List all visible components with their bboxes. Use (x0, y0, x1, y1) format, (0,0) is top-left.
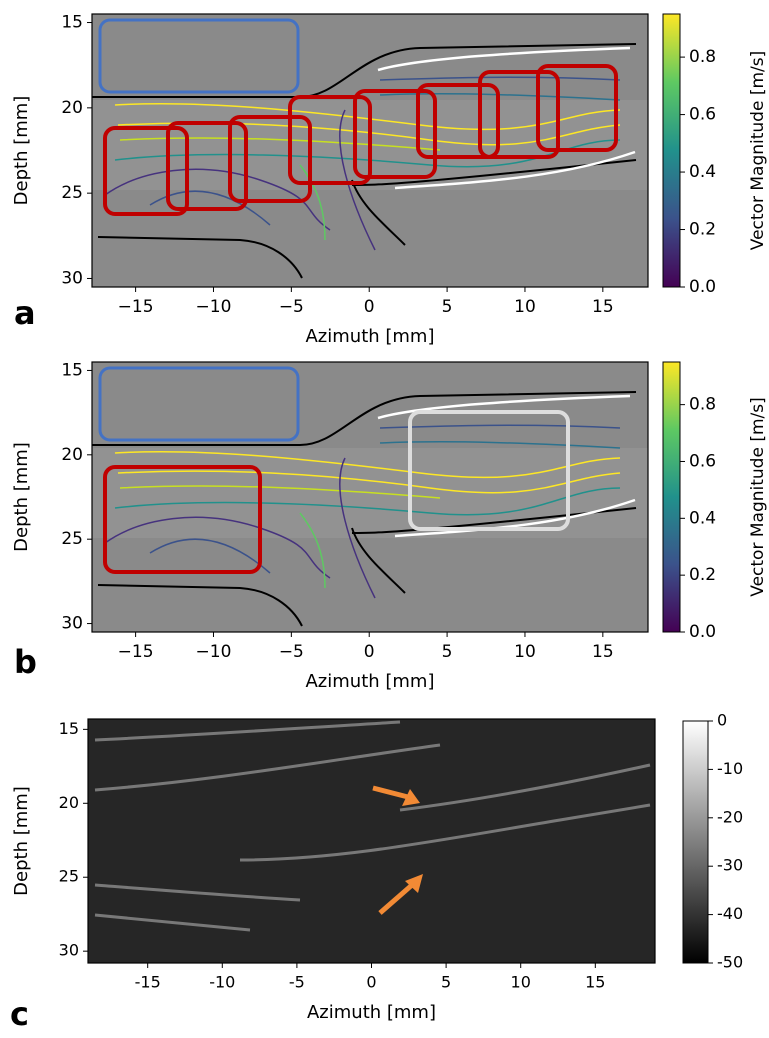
x-axis-label: Azimuth [mm] (307, 1002, 436, 1023)
y-tick-label: 25 (61, 183, 83, 203)
x-tick-label: 10 (514, 642, 536, 662)
colorbar-tick-label: -30 (717, 856, 743, 875)
y-tick-label: 20 (59, 793, 79, 812)
y-tick-label: 15 (61, 360, 83, 380)
y-tick-label: 30 (61, 614, 83, 634)
colorbar (682, 720, 709, 964)
y-tick-label: 15 (59, 719, 79, 738)
x-tick-label: 0 (366, 973, 376, 992)
y-axis-label: Depth [mm] (11, 96, 32, 206)
y-tick-label: 30 (61, 268, 83, 288)
colorbar-tick-label: -50 (717, 953, 743, 972)
panel-label: c (10, 995, 29, 1033)
x-tick-label: −15 (118, 297, 154, 317)
x-tick-label: -5 (289, 973, 305, 992)
x-tick-label: 0 (364, 297, 375, 317)
x-tick-label: −10 (196, 642, 232, 662)
x-tick-label: 15 (592, 297, 614, 317)
colorbar-tick-label: 0.2 (689, 220, 716, 240)
x-tick-label: -10 (209, 973, 235, 992)
x-tick-label: −15 (118, 642, 154, 662)
colorbar-tick-label: -40 (717, 904, 743, 923)
axes-frame (91, 361, 649, 633)
x-axis-label: Azimuth [mm] (305, 326, 434, 347)
y-axis-label: Depth [mm] (11, 786, 32, 896)
y-tick-label: 25 (59, 867, 79, 886)
x-tick-label: 5 (442, 297, 453, 317)
colorbar-tick-label: 0.8 (689, 47, 716, 67)
y-axis-label: Depth [mm] (11, 442, 32, 552)
colorbar-tick-label: 0.6 (689, 105, 716, 125)
colorbar-tick-label: 0.0 (689, 622, 716, 642)
colorbar-label: Vector Magnitude [m/s] (748, 51, 768, 250)
colorbar-tick-label: -10 (717, 759, 743, 778)
bmode-image (88, 719, 655, 963)
colorbar-tick-label: 0.2 (689, 565, 716, 585)
y-tick-label: 20 (61, 445, 83, 465)
x-tick-label: 15 (592, 642, 614, 662)
y-tick-label: 20 (61, 98, 83, 118)
x-tick-label: 5 (442, 642, 453, 662)
flow-image (92, 14, 648, 287)
y-tick-label: 15 (61, 13, 83, 33)
x-tick-label: 15 (585, 973, 605, 992)
panel-label: a (14, 294, 36, 332)
colorbar-tick-label: 0.6 (689, 451, 716, 471)
colorbar-label: Vector Magnitude [m/s] (748, 397, 768, 596)
x-tick-label: −10 (196, 297, 232, 317)
x-tick-label: 10 (514, 297, 536, 317)
y-tick-label: 25 (61, 529, 83, 549)
x-axis-label: Azimuth [mm] (305, 671, 434, 692)
axes-frame (91, 13, 649, 288)
x-tick-label: 5 (441, 973, 451, 992)
x-tick-label: 0 (364, 642, 375, 662)
x-tick-label: 10 (511, 973, 531, 992)
colorbar (662, 13, 681, 288)
flow-image (92, 362, 648, 632)
panel-label: b (14, 643, 37, 681)
colorbar (662, 361, 681, 633)
colorbar-tick-label: 0 (717, 711, 727, 730)
colorbar-tick-label: 0.0 (689, 277, 716, 297)
colorbar-tick-label: 0.8 (689, 395, 716, 415)
x-tick-label: −5 (279, 642, 304, 662)
colorbar-tick-label: 0.4 (689, 508, 716, 528)
x-tick-label: -15 (135, 973, 161, 992)
x-tick-label: −5 (279, 297, 304, 317)
y-tick-label: 30 (59, 941, 79, 960)
colorbar-tick-label: 0.4 (689, 162, 716, 182)
colorbar-tick-label: -20 (717, 807, 743, 826)
